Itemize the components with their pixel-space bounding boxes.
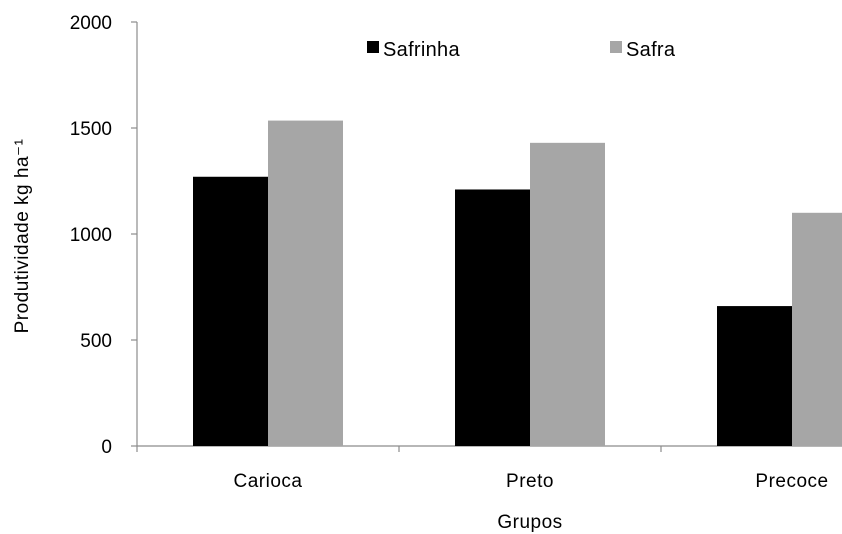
y-tick-label: 2000 [70, 13, 112, 34]
bar-safra-precoce [792, 212, 842, 446]
legend-swatch-safrinha [367, 41, 379, 53]
y-tick-label: 1000 [70, 225, 112, 246]
bar-safra-carioca [268, 120, 343, 446]
category-label: Precoce [755, 471, 828, 492]
bar-safrinha-carioca [193, 176, 268, 446]
legend: Safrinha Safra [367, 39, 676, 61]
bar-safra-preto [530, 142, 605, 446]
bar-safrinha-preto [455, 189, 530, 447]
y-tick-label: 1500 [70, 119, 112, 140]
x-axis-title: Grupos [497, 512, 562, 533]
bar-safrinha-precoce [717, 306, 792, 446]
category-labels: Carioca Preto Precoce [234, 471, 829, 492]
legend-label-safra: Safra [626, 39, 676, 61]
category-label: Carioca [234, 471, 303, 492]
y-axis-title: Produtividade kg ha⁻¹ [12, 139, 33, 334]
x-ticks [136, 446, 662, 452]
legend-label-safrinha: Safrinha [383, 39, 460, 61]
y-tick-label: 0 [101, 437, 112, 458]
y-ticks: 0 500 1000 1500 2000 [70, 13, 137, 458]
category-label: Preto [506, 471, 554, 492]
legend-swatch-safra [610, 41, 622, 53]
y-tick-label: 500 [80, 331, 112, 352]
bars [193, 120, 842, 447]
